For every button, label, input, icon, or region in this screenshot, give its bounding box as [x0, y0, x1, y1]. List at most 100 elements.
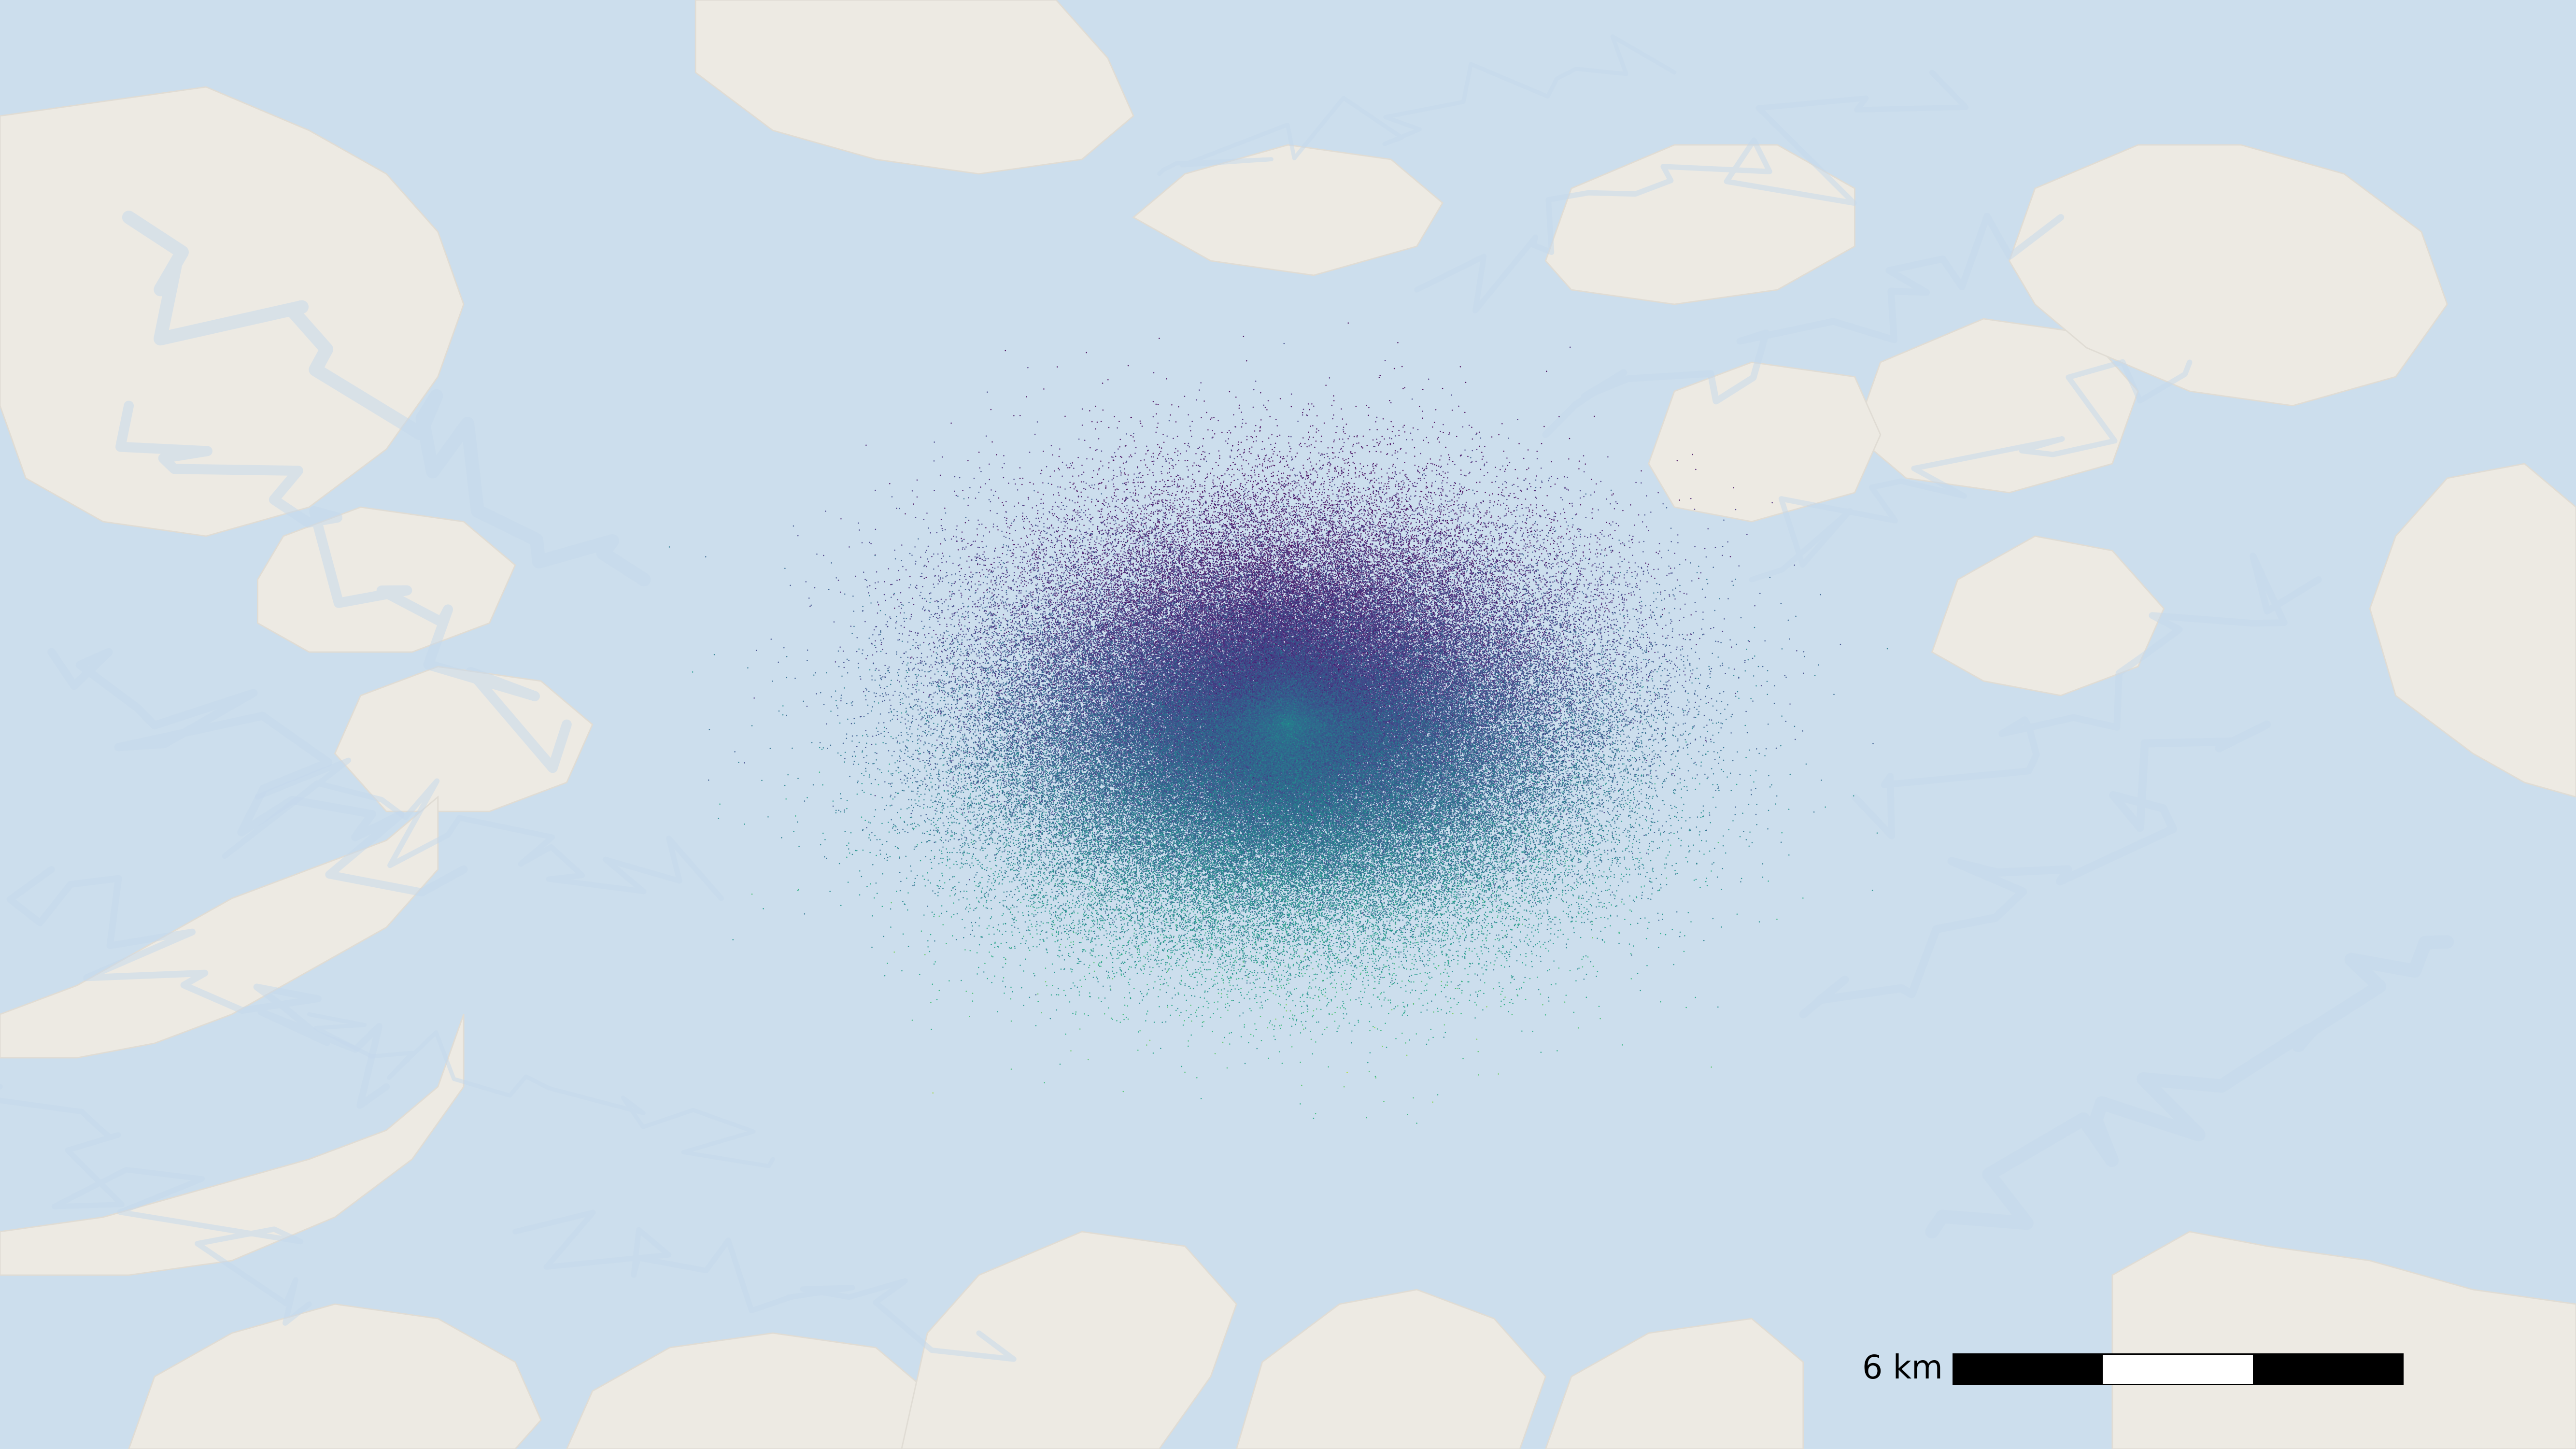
Point	[1234, 703, 1275, 726]
Point	[1386, 804, 1427, 827]
Point	[1280, 807, 1321, 830]
Point	[1231, 751, 1273, 774]
Point	[1252, 677, 1293, 700]
Point	[1028, 829, 1069, 852]
Point	[1340, 842, 1381, 865]
Point	[1285, 732, 1327, 755]
Point	[1242, 490, 1283, 513]
Point	[1324, 698, 1365, 722]
Point	[1162, 668, 1203, 691]
Point	[1247, 730, 1288, 753]
Point	[1378, 824, 1419, 848]
Point	[1275, 723, 1316, 746]
Point	[1296, 833, 1337, 856]
Point	[1414, 565, 1455, 588]
Point	[1340, 674, 1381, 697]
Point	[1273, 713, 1314, 736]
Point	[1267, 713, 1309, 736]
Point	[1388, 852, 1430, 875]
Point	[1247, 682, 1288, 706]
Point	[1278, 762, 1319, 785]
Point	[1105, 665, 1146, 688]
Point	[1234, 724, 1275, 748]
Point	[1303, 736, 1345, 759]
Point	[1394, 753, 1435, 777]
Point	[1265, 691, 1306, 714]
Point	[1443, 675, 1484, 698]
Point	[1236, 814, 1278, 838]
Point	[1396, 771, 1437, 794]
Point	[1522, 803, 1564, 826]
Point	[1273, 739, 1314, 762]
Point	[1211, 681, 1252, 704]
Point	[1262, 697, 1303, 720]
Point	[1239, 693, 1280, 716]
Point	[1267, 688, 1309, 711]
Point	[1262, 733, 1303, 756]
Point	[1278, 714, 1319, 738]
Point	[1298, 585, 1340, 609]
Point	[956, 604, 997, 627]
Point	[1345, 674, 1386, 697]
Point	[1242, 713, 1283, 736]
Point	[1273, 713, 1314, 736]
Point	[1170, 730, 1211, 753]
Point	[1206, 604, 1247, 627]
Point	[1270, 707, 1311, 730]
Point	[1252, 762, 1293, 785]
Point	[1592, 781, 1633, 804]
Point	[1206, 723, 1247, 746]
Point	[1012, 761, 1054, 784]
Point	[1283, 678, 1324, 701]
Point	[1265, 713, 1306, 736]
Point	[1275, 730, 1316, 753]
Point	[1270, 716, 1311, 739]
Point	[1061, 719, 1103, 742]
Point	[1257, 697, 1298, 720]
Point	[1216, 962, 1257, 985]
Point	[1605, 548, 1646, 571]
Point	[1270, 707, 1311, 730]
Point	[1340, 711, 1381, 735]
Point	[1229, 732, 1270, 755]
Point	[1278, 726, 1319, 749]
Point	[1471, 877, 1512, 900]
Point	[1291, 678, 1332, 701]
Point	[1278, 711, 1319, 735]
Point	[1273, 710, 1314, 733]
Point	[1108, 736, 1149, 759]
Point	[1311, 633, 1352, 656]
Point	[1159, 669, 1200, 693]
Point	[1139, 546, 1180, 569]
Point	[1188, 753, 1229, 777]
Point	[1159, 826, 1200, 849]
Point	[1061, 714, 1103, 738]
Point	[1265, 696, 1306, 719]
Point	[1275, 727, 1316, 751]
Point	[1267, 710, 1309, 733]
Point	[1206, 665, 1247, 688]
Point	[1249, 572, 1291, 596]
Point	[1437, 694, 1479, 717]
Point	[1345, 740, 1386, 764]
Point	[1252, 633, 1293, 656]
Point	[1242, 729, 1283, 752]
Point	[1337, 791, 1378, 814]
Point	[1293, 693, 1334, 716]
Point	[1257, 714, 1298, 738]
Point	[1267, 719, 1309, 742]
Point	[1206, 891, 1247, 914]
Point	[1525, 738, 1566, 761]
Point	[1234, 706, 1275, 729]
Point	[1265, 706, 1306, 729]
Point	[1275, 613, 1316, 636]
Point	[1226, 738, 1267, 761]
Point	[1265, 710, 1306, 733]
Point	[1270, 758, 1311, 781]
Point	[1280, 803, 1321, 826]
Point	[1285, 687, 1327, 710]
Point	[1273, 701, 1314, 724]
Point	[1242, 727, 1283, 751]
Point	[1249, 668, 1291, 691]
Point	[1090, 630, 1131, 653]
